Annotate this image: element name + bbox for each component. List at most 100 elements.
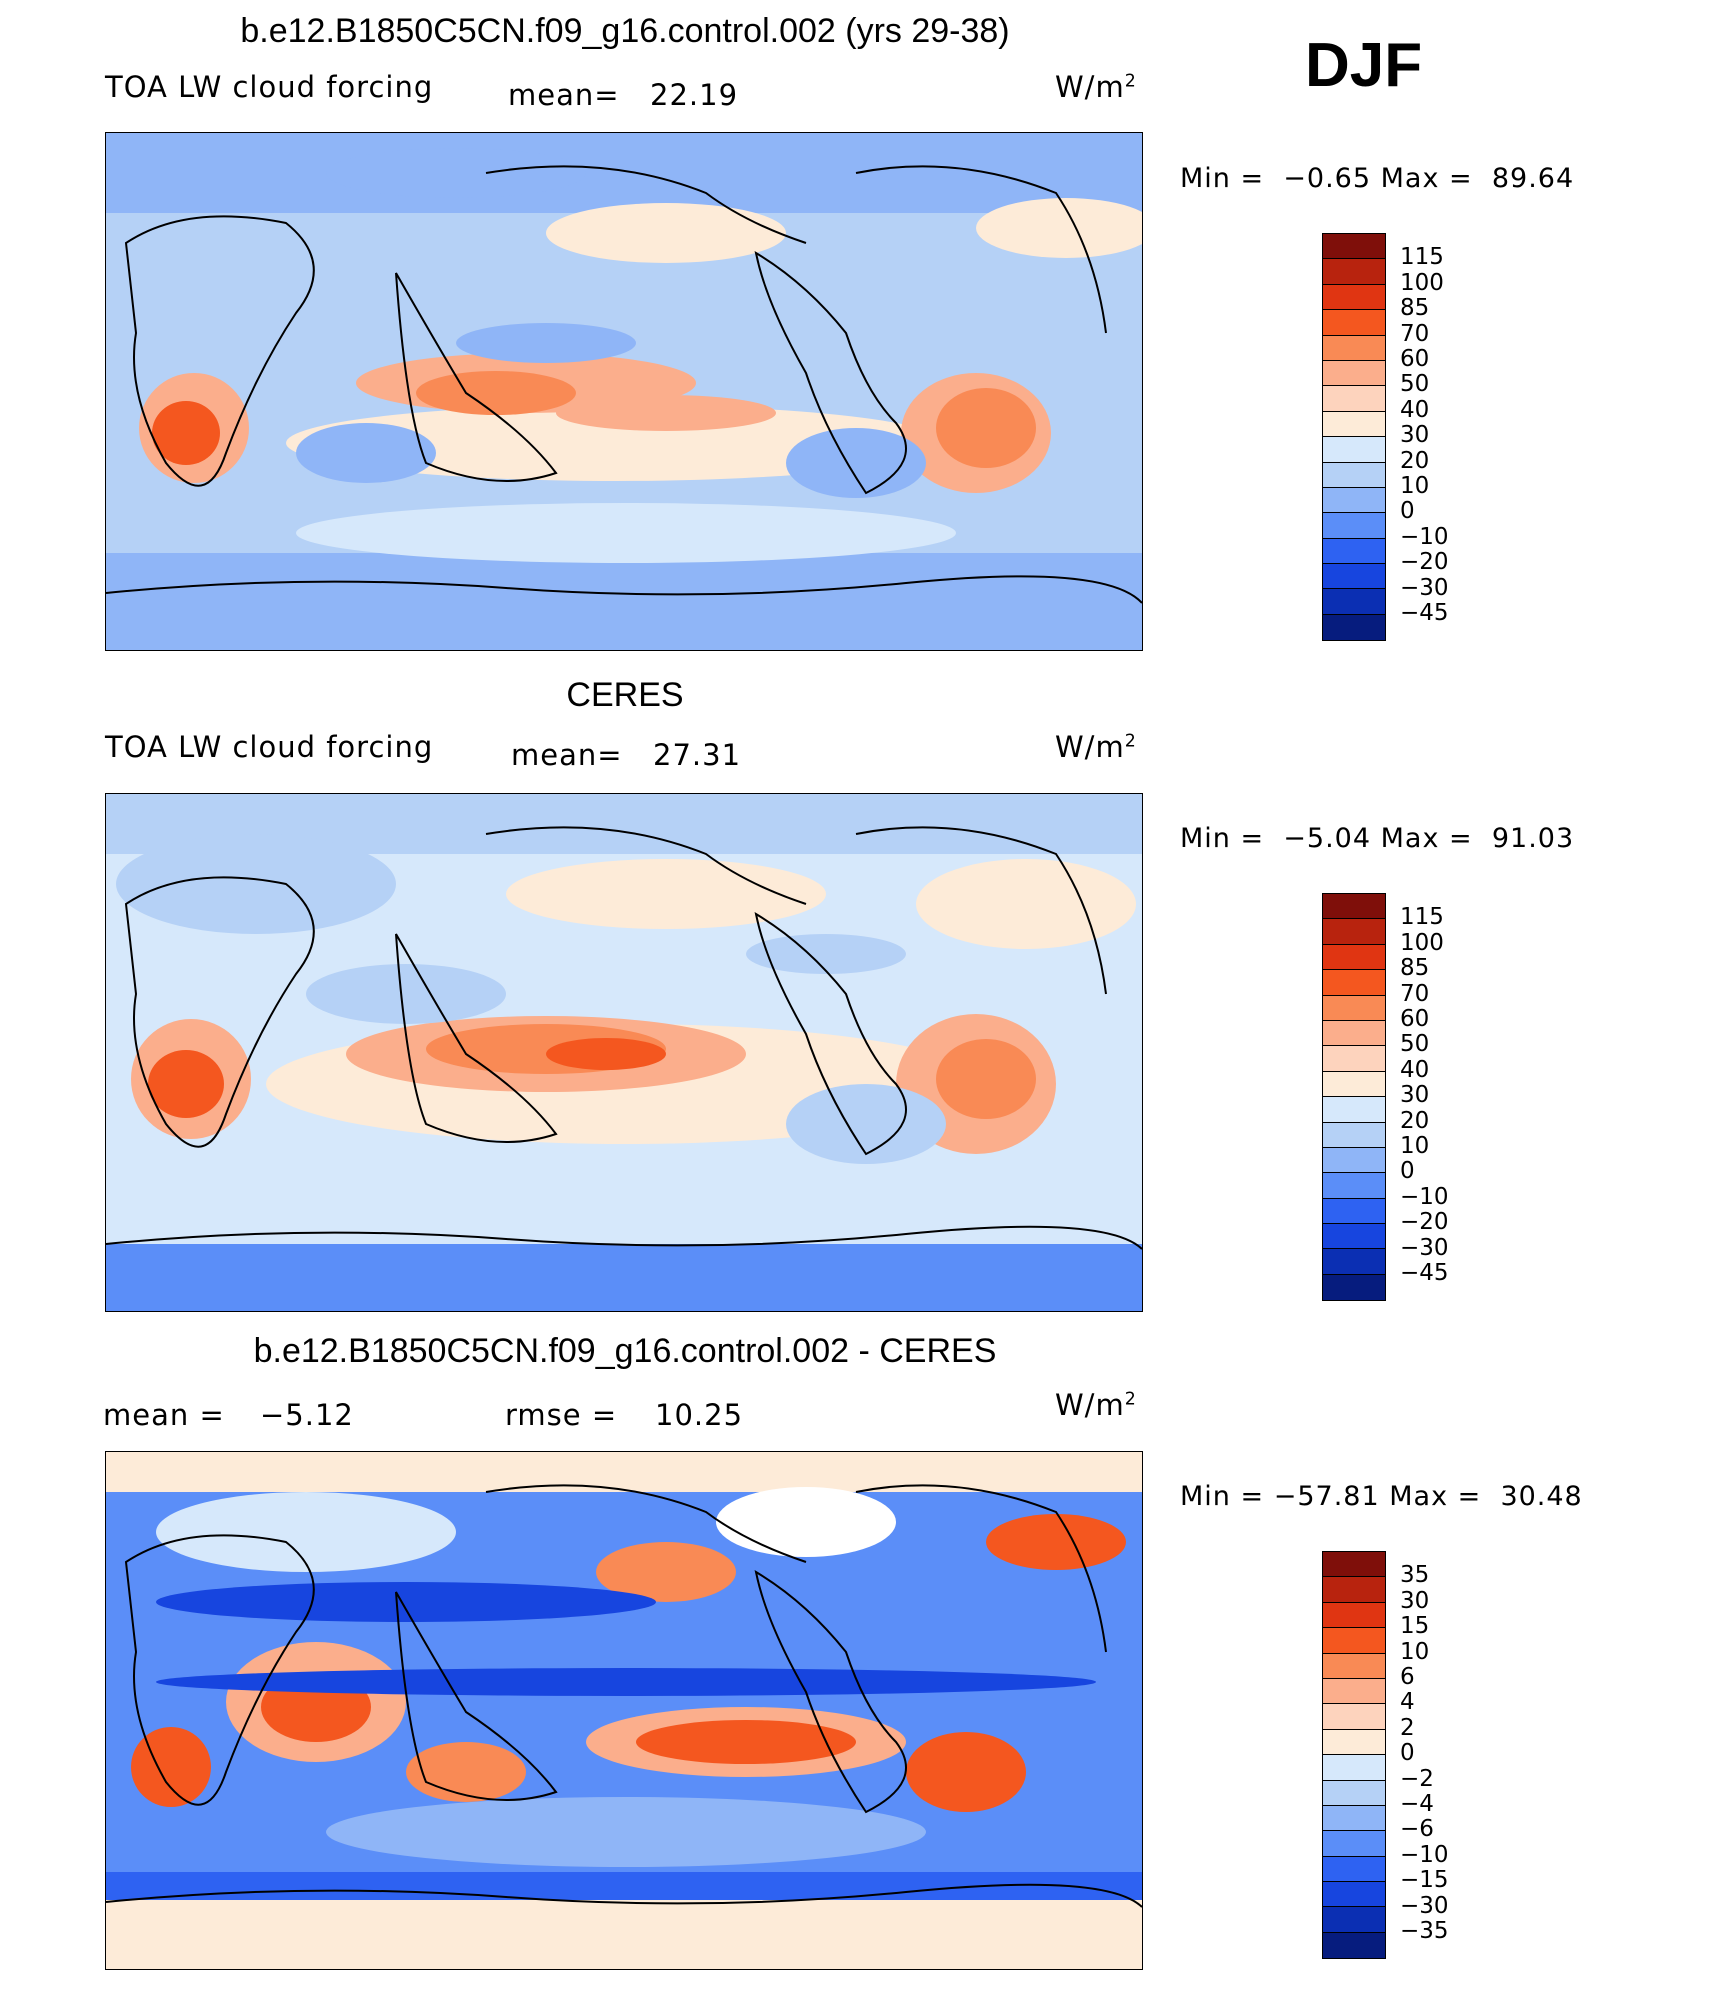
colorbar-swatch [1323,1907,1385,1933]
colorbar-tick-label: 40 [1400,1056,1430,1083]
panel-diff-mean-label: mean = [103,1398,225,1432]
colorbar-tick-label: 60 [1400,1006,1430,1032]
map-obs-lw-cloud-forcing [105,793,1143,1312]
colorbar-swatch [1323,335,1385,361]
colorbar-tick-label: 35 [1400,1562,1430,1589]
colorbar-tick-label: −20 [1400,549,1449,576]
colorbar-swatch [1323,1274,1385,1301]
colorbar-tick-label: 10 [1400,1133,1430,1159]
colorbar-swatch [1323,1224,1385,1250]
colorbar-tick-label: 15 [1400,1613,1430,1640]
colorbar-model [1322,233,1386,642]
colorbar-tick-label: 50 [1400,371,1430,398]
panel-diff-rmse-label: rmse = [505,1398,618,1432]
colorbar-swatch [1323,1780,1385,1806]
colorbar-tick-label: −6 [1400,1816,1434,1843]
map-difference [105,1451,1143,1970]
colorbar-swatch [1323,614,1385,641]
colorbar-tick-label: −45 [1400,600,1449,626]
colorbar-swatch [1323,970,1385,996]
colorbar-swatch [1323,1020,1385,1047]
colorbar-swatch [1323,1173,1385,1199]
colorbar-tick-label: −20 [1400,1209,1449,1236]
colorbar-tick-label: 6 [1400,1664,1415,1690]
colorbar-swatch [1323,1602,1385,1629]
colorbar-swatch [1323,1729,1385,1756]
colorbar-swatch [1323,1198,1385,1225]
colorbar-tick-label: −10 [1400,1183,1449,1210]
colorbar-swatch [1323,411,1385,438]
colorbar-tick-label: −10 [1400,1841,1449,1868]
panel-obs-minmax: Min = −5.04 Max = 91.03 [1180,823,1575,854]
colorbar-tick-label: 50 [1400,1031,1430,1058]
colorbar-swatch [1323,1046,1385,1072]
colorbar-swatch [1323,437,1385,463]
panel-diff-rmse-value: 10.25 [655,1398,744,1432]
colorbar-swatch [1323,1552,1385,1578]
colorbar-tick-label: −30 [1400,1234,1449,1261]
colorbar-swatch [1323,589,1385,615]
panel-diff-title: b.e12.B1850C5CN.f09_g16.control.002 - CE… [253,1332,997,1370]
colorbar-swatch [1323,919,1385,945]
colorbar-swatch [1323,1678,1385,1705]
colorbar-tick-label: 0 [1400,1158,1415,1185]
colorbar-swatch [1323,1755,1385,1781]
colorbar-swatch [1323,1856,1385,1883]
colorbar-tick-label: 70 [1400,320,1430,347]
map-model-lw-cloud-forcing [105,132,1143,651]
colorbar-swatch [1323,1071,1385,1098]
colorbar-tick-label: −15 [1400,1867,1449,1894]
colorbar-swatch [1323,462,1385,488]
panel-obs-title: CERES [566,676,684,714]
colorbar-tick-label: 20 [1400,1107,1430,1134]
colorbar-tick-label: 10 [1400,1638,1430,1665]
colorbar-tick-label: 115 [1400,244,1444,271]
colorbar-swatch [1323,1249,1385,1275]
colorbar-tick-label: 85 [1400,295,1430,322]
panel-diff-units: W/m2 [1055,1388,1137,1422]
colorbar-swatch [1323,284,1385,311]
colorbar-swatch [1323,1628,1385,1654]
colorbar-tick-label: 70 [1400,980,1430,1007]
season-label: DJF [1305,31,1423,100]
colorbar-swatch [1323,894,1385,920]
colorbar-tick-label: −10 [1400,523,1449,550]
colorbar-swatch [1323,1882,1385,1908]
colorbar-swatch [1323,234,1385,260]
colorbar-swatch [1323,1653,1385,1679]
panel-model-mean-value: 22.19 [650,78,739,112]
colorbar-swatch [1323,1097,1385,1123]
colorbar-tick-label: −4 [1400,1791,1434,1817]
panel-obs-mean-label: mean= [511,738,623,772]
colorbar-tick-label: −30 [1400,1892,1449,1919]
colorbar-swatch [1323,386,1385,412]
colorbar-tick-label: 100 [1400,269,1444,296]
colorbar-swatch [1323,310,1385,336]
panel-obs-variable: TOA LW cloud forcing [105,730,434,764]
panel-obs-units: W/m2 [1055,730,1137,764]
colorbar-tick-label: 0 [1400,498,1415,525]
colorbar-swatch [1323,259,1385,285]
colorbar-tick-label: 0 [1400,1740,1415,1767]
colorbar-obs [1322,893,1386,1302]
panel-model-units: W/m2 [1055,70,1137,104]
colorbar-swatch [1323,564,1385,590]
colorbar-tick-label: 60 [1400,346,1430,372]
panel-diff-minmax: Min = −57.81 Max = 30.48 [1180,1481,1583,1512]
colorbar-tick-label: 2 [1400,1714,1415,1741]
colorbar-tick-label: 4 [1400,1689,1415,1716]
colorbar-tick-label: −30 [1400,574,1449,601]
colorbar-tick-label: 10 [1400,473,1430,499]
panel-obs-mean-value: 27.31 [653,738,742,772]
colorbar-swatch [1323,1805,1385,1832]
colorbar-swatch [1323,1147,1385,1174]
colorbar-tick-label: 85 [1400,955,1430,982]
panel-model-minmax: Min = −0.65 Max = 89.64 [1180,163,1575,194]
panel-model-title: b.e12.B1850C5CN.f09_g16.control.002 (yrs… [240,12,1010,50]
panel-model-mean-label: mean= [508,78,620,112]
colorbar-tick-label: −45 [1400,1260,1449,1286]
colorbar-tick-label: −35 [1400,1918,1449,1944]
colorbar-tick-label: −2 [1400,1765,1434,1792]
colorbar-tick-label: 115 [1400,904,1444,931]
panel-model-variable: TOA LW cloud forcing [105,70,434,104]
